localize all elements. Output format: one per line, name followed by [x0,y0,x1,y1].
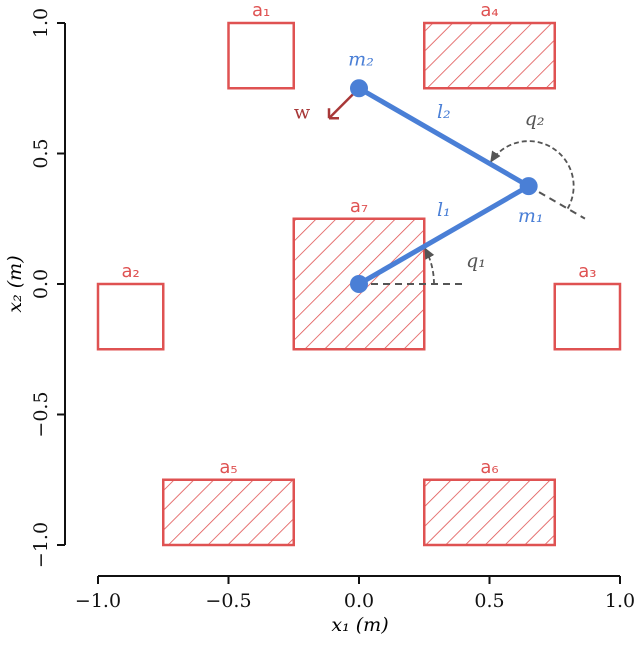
angle-label: q₁ [466,250,486,272]
region-label: a₇ [350,196,368,217]
joint [350,275,368,293]
x-axis-label: x₁ (m) [331,614,388,636]
y-tick-label: 0.0 [30,269,52,299]
joint [350,79,368,98]
region [227,21,295,90]
region [553,282,622,351]
angle-label: q₂ [525,108,545,130]
force-label: w [294,101,311,123]
x-tick-label: 1.0 [605,590,635,612]
link-label: l₁ [437,199,451,221]
joint-label: m₁ [518,205,544,227]
angle-arc [424,247,435,285]
link [356,85,532,189]
region-label: a₁ [252,0,270,21]
region [162,478,295,547]
region-label: a₄ [480,0,498,21]
reference-line [528,185,586,220]
y-tick-label: 0.5 [30,138,52,168]
y-tick-label: 1.0 [30,8,52,38]
region [423,21,556,90]
y-tick-label: −1.0 [30,522,52,568]
y-tick-label: −0.5 [30,391,52,437]
angle-arc [490,140,575,210]
y-axis-label: x₂ (m) [4,255,26,312]
x-tick-label: 0.0 [344,590,374,612]
link [356,183,532,287]
force-arrowhead [327,108,339,120]
x-tick-label: −1.0 [75,590,121,612]
region-label: a₅ [219,457,237,478]
region [96,282,165,351]
joint-label: m₂ [348,48,374,70]
x-tick-label: 0.5 [474,590,504,612]
link-label: l₂ [437,101,451,123]
region-label: a₆ [480,457,498,478]
region-label: a₃ [578,261,596,282]
region [423,478,556,547]
region-label: a₂ [122,261,140,282]
joint [519,177,538,196]
x-tick-label: −0.5 [205,590,251,612]
